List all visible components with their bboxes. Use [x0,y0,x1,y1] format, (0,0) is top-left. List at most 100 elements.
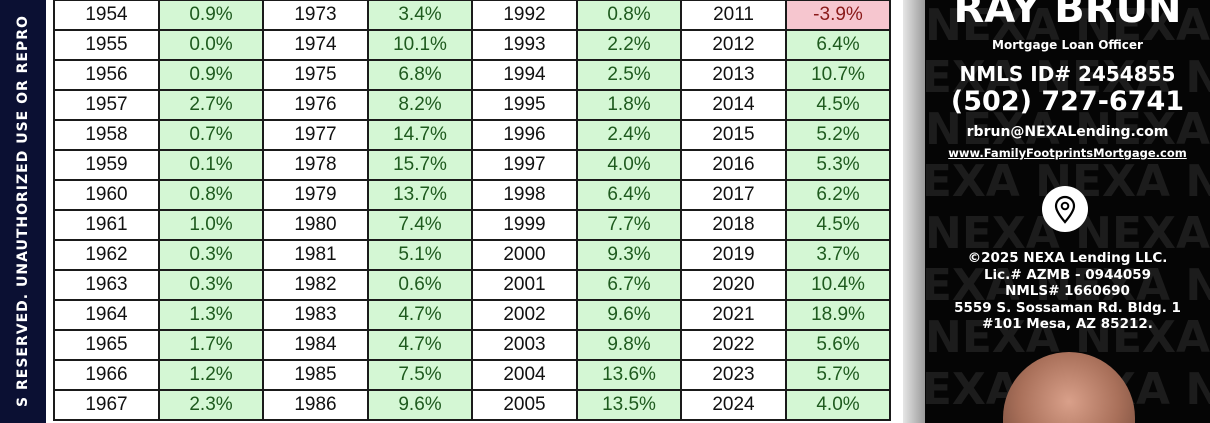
officer-title: Mortgage Loan Officer [992,38,1143,52]
year-cell: 1999 [471,209,578,241]
year-cell: 2017 [680,179,787,211]
year-cell: 1966 [53,359,160,391]
year-cell: 2002 [471,299,578,331]
year-cell: 1995 [471,89,578,121]
appreciation-cell: 4.7% [367,329,473,361]
year-cell: 1976 [262,89,369,121]
website-link[interactable]: www.FamilyFootprintsMortgage.com [948,146,1187,160]
appreciation-cell: 5.7% [785,359,891,391]
appreciation-cell: 10.4% [785,269,891,301]
phone-number[interactable]: (502) 727-6741 [950,86,1185,117]
year-cell: 1996 [471,119,578,151]
appreciation-cell: 2.3% [158,389,264,421]
appreciation-cell: -3.9% [785,0,891,31]
appreciation-cell: 2.2% [576,29,682,61]
table-row: 1961 1.0% 1980 7.4% 1999 7.7% 2018 4.5% [53,209,891,241]
year-cell: 1994 [471,59,578,91]
email-link[interactable]: rbrun@NEXALending.com [966,124,1169,140]
appreciation-cell: 1.3% [158,299,264,331]
year-cell: 1978 [262,149,369,181]
table-row: 1959 0.1% 1978 15.7% 1997 4.0% 2016 5.3% [53,149,891,181]
appreciation-cell: 0.7% [158,119,264,151]
appreciation-cell: 4.5% [785,209,891,241]
appreciation-cell: 5.2% [785,119,891,151]
legal-line: 5559 S. Sossaman Rd. Bldg. 1 [954,299,1181,316]
year-cell: 1957 [53,89,160,121]
year-cell: 2001 [471,269,578,301]
year-cell: 2018 [680,209,787,241]
appreciation-cell: 6.4% [576,179,682,211]
year-cell: 1958 [53,119,160,151]
year-cell: 1986 [262,389,369,421]
appreciation-cell: 1.0% [158,209,264,241]
year-cell: 1981 [262,239,369,271]
appreciation-cell: 3.4% [367,0,473,31]
year-cell: 1967 [53,389,160,421]
year-cell: 2022 [680,329,787,361]
table-row: 1960 0.8% 1979 13.7% 1998 6.4% 2017 6.2% [53,179,891,211]
year-cell: 2012 [680,29,787,61]
nmls-id: NMLS ID# 2454855 [959,62,1176,86]
appreciation-cell: 18.9% [785,299,891,331]
appreciation-cell: 0.0% [158,29,264,61]
appreciation-cell: 0.1% [158,149,264,181]
panel-shadow [903,0,925,423]
appreciation-cell: 7.5% [367,359,473,391]
year-cell: 2004 [471,359,578,391]
table-row: 1963 0.3% 1982 0.6% 2001 6.7% 2020 10.4% [53,269,891,301]
appreciation-cell: 9.6% [576,299,682,331]
appreciation-cell: 5.6% [785,329,891,361]
year-cell: 1998 [471,179,578,211]
table-row: 1954 0.9% 1973 3.4% 1992 0.8% 2011 -3.9% [53,0,891,31]
appreciation-cell: 0.8% [576,0,682,31]
appreciation-cell: 2.4% [576,119,682,151]
appreciation-cell: 6.8% [367,59,473,91]
table-row: 1967 2.3% 1986 9.6% 2005 13.5% 2024 4.0% [53,389,891,421]
year-cell: 1959 [53,149,160,181]
year-cell: 1954 [53,0,160,31]
appreciation-cell: 2.7% [158,89,264,121]
year-cell: 2016 [680,149,787,181]
year-cell: 1960 [53,179,160,211]
year-cell: 1985 [262,359,369,391]
year-cell: 1955 [53,29,160,61]
year-cell: 1983 [262,299,369,331]
appreciation-cell: 8.2% [367,89,473,121]
appreciation-cell: 4.5% [785,89,891,121]
table-row: 1962 0.3% 1981 5.1% 2000 9.3% 2019 3.7% [53,239,891,271]
appreciation-cell: 1.2% [158,359,264,391]
appreciation-cell: 5.3% [785,149,891,181]
appreciation-cell: 6.2% [785,179,891,211]
appreciation-cell: 6.7% [576,269,682,301]
year-cell: 1973 [262,0,369,31]
appreciation-cell: 4.0% [576,149,682,181]
gap [46,0,53,423]
appreciation-cell: 9.3% [576,239,682,271]
appreciation-cell: 13.5% [576,389,682,421]
appreciation-cell: 2.5% [576,59,682,91]
appreciation-table: 1954 0.9% 1973 3.4% 1992 0.8% 2011 -3.9% 1955 0.0… [53,0,891,421]
appreciation-cell: 9.6% [367,389,473,421]
side-strip: S RESERVED. UNAUTHORIZED USE OR REPRO [0,0,46,423]
year-cell: 2023 [680,359,787,391]
appreciation-cell: 13.7% [367,179,473,211]
appreciation-cell: 9.8% [576,329,682,361]
year-cell: 2005 [471,389,578,421]
copyright-notice: S RESERVED. UNAUTHORIZED USE OR REPRO [15,15,31,407]
year-cell: 1982 [262,269,369,301]
year-cell: 1984 [262,329,369,361]
table-row: 1965 1.7% 1984 4.7% 2003 9.8% 2022 5.6% [53,329,891,361]
year-cell: 1963 [53,269,160,301]
year-cell: 1979 [262,179,369,211]
year-cell: 2021 [680,299,787,331]
appreciation-cell: 6.4% [785,29,891,61]
appreciation-cell: 0.9% [158,0,264,31]
appreciation-cell: 10.1% [367,29,473,61]
appreciation-cell: 5.1% [367,239,473,271]
location-pin-icon [1042,186,1088,232]
appreciation-cell: 0.3% [158,269,264,301]
table-row: 1966 1.2% 1985 7.5% 2004 13.6% 2023 5.7% [53,359,891,391]
table-row: 1957 2.7% 1976 8.2% 1995 1.8% 2014 4.5% [53,89,891,121]
appreciation-cell: 4.7% [367,299,473,331]
